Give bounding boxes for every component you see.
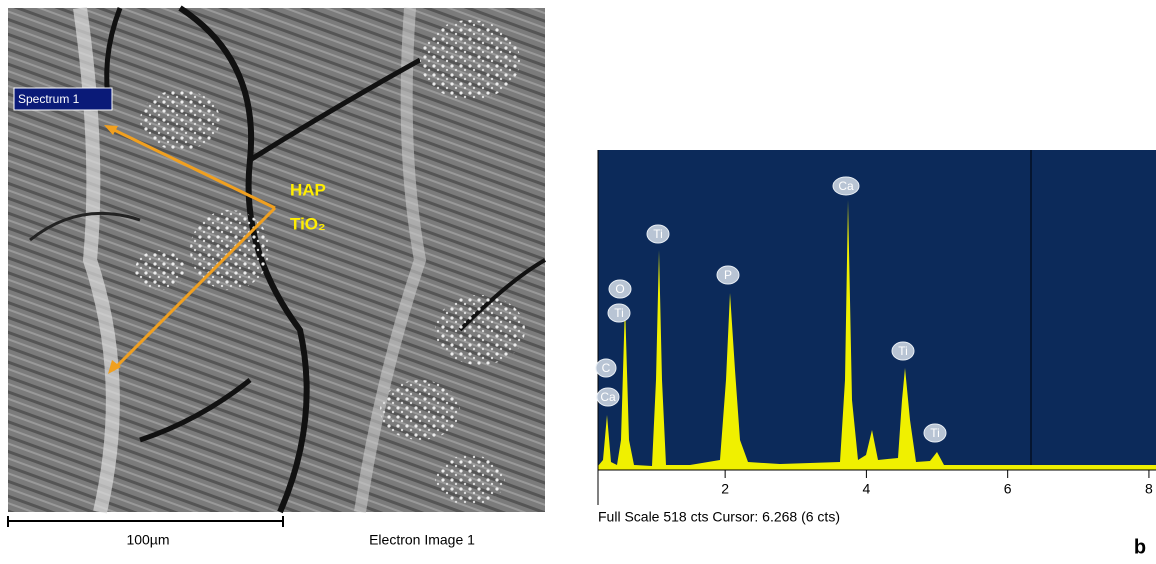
scale-bar: 100µm Electron Image 1 [8,516,475,548]
annotation-line: HAP [290,180,326,199]
spectrum-tag: Spectrum 1 [18,92,80,106]
annotation-line: TiO₂ [290,214,326,233]
peak-label: Ca [600,390,616,404]
peak-label: Ti [898,344,908,358]
scale-bar-label: 100µm [126,532,169,548]
peak-label: P [724,268,732,282]
x-tick-label: 6 [1004,481,1012,497]
image-caption: Electron Image 1 [369,532,475,548]
peak-label: O [615,282,624,296]
spectrum-status: Full Scale 518 cts Cursor: 6.268 (6 cts) [598,509,840,525]
x-tick-label: 2 [721,481,729,497]
peak-label: Ca [838,179,854,193]
eds-spectrum: O Ti Ti P Ca Ti Ti C Ca Full Scale 518 c… [596,150,1156,525]
page: Spectrum 1 HAP TiO₂ 100µm Electron Image… [0,0,1156,564]
peak-label: Ti [653,227,663,241]
sem-image: Spectrum 1 HAP TiO₂ [8,8,545,512]
peak-label: Ti [614,306,624,320]
panel-label: b [1134,536,1146,558]
x-tick-label: 4 [863,481,871,497]
x-tick-label: 8 [1145,481,1153,497]
figure: Spectrum 1 HAP TiO₂ 100µm Electron Image… [0,0,1156,559]
peak-label: Ti [930,426,940,440]
peak-label: C [602,361,611,375]
